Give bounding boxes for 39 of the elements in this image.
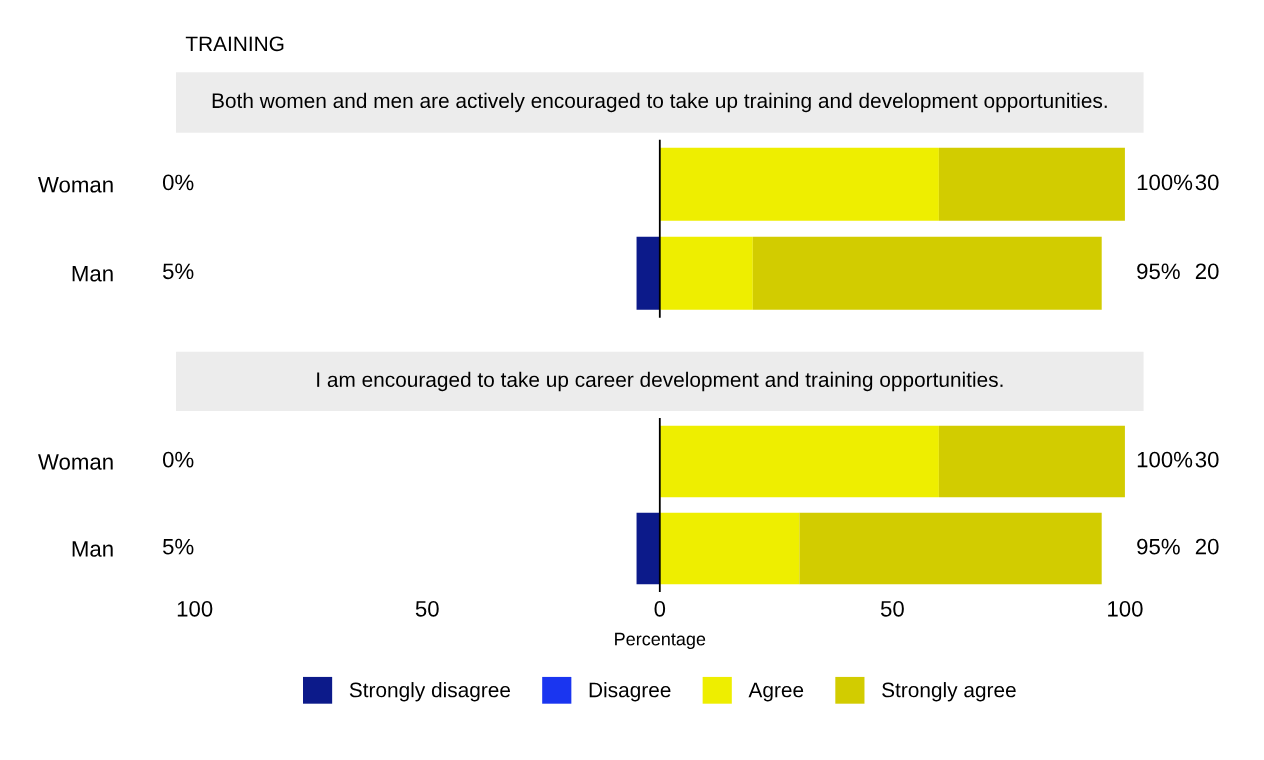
text: 0%	[162, 174, 194, 191]
text: 100%	[1137, 174, 1193, 191]
text: 20	[1195, 538, 1219, 555]
x-axis-title: Percentage	[615, 632, 706, 650]
legend-label: Agree	[748, 682, 804, 702]
chart-subtitle: Both women and men are actively encouraged to take up training and development opportunities.	[212, 92, 1107, 113]
text: 95%	[1137, 538, 1180, 555]
y-tick-label: Man	[72, 541, 113, 557]
legend-label: Strongly agree	[882, 682, 1016, 702]
text: 0%	[162, 451, 194, 468]
bar	[659, 236, 753, 310]
legend-label: Strongly disagree	[349, 682, 511, 702]
x-tick-label: 50	[880, 600, 904, 617]
x-tick-label: 0	[654, 600, 666, 617]
text: 5%	[162, 263, 194, 280]
x-tick-label: 100	[1108, 600, 1143, 617]
text: 95%	[1137, 263, 1180, 280]
bar	[636, 236, 660, 310]
y-tick-label: Man	[72, 265, 113, 282]
y-tick-label: Woman	[38, 177, 113, 193]
x-tick-label: 100	[177, 600, 213, 617]
chart-title: TRAINING	[185, 36, 284, 52]
bar	[752, 236, 1102, 310]
text: 30	[1195, 451, 1219, 468]
x-tick-label: 50	[415, 600, 439, 617]
text: 5%	[162, 538, 194, 555]
bar	[938, 147, 1125, 221]
bar	[799, 512, 1102, 585]
text: 20	[1195, 263, 1219, 280]
bar	[659, 512, 800, 585]
bar	[659, 147, 939, 221]
legend-label: Disagree	[589, 682, 671, 702]
chart-subtitle: I am encouraged to take up career development and training opportunities.	[317, 371, 1003, 392]
bar	[659, 425, 939, 498]
bar	[636, 512, 660, 585]
bar	[938, 425, 1125, 498]
text: 100%	[1137, 451, 1193, 468]
y-tick-label: Woman	[38, 454, 113, 470]
text: 30	[1195, 174, 1219, 191]
